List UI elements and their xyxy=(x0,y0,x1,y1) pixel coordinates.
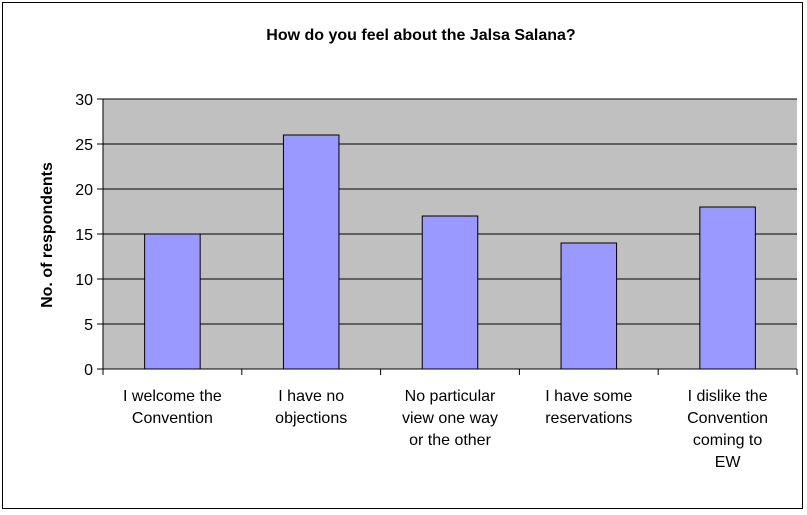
x-tick-label: I welcome the Convention xyxy=(123,388,222,427)
bar xyxy=(560,242,618,370)
y-tick-label: 5 xyxy=(84,317,93,334)
y-axis-label: No. of respondents xyxy=(39,162,56,308)
x-tick-label: I have some reservations xyxy=(545,388,632,427)
plot-area: 0 5 10 15 20 25 30 I welcome the Convention I hav… xyxy=(75,92,798,471)
bar xyxy=(421,215,479,370)
y-tick-label: 10 xyxy=(75,272,93,289)
chart-title: How do you feel about the Jalsa Salana? xyxy=(266,27,575,44)
y-tick-label: 0 xyxy=(84,362,93,379)
bar xyxy=(282,134,340,370)
bar-chart: How do you feel about the Jalsa Salana? … xyxy=(39,27,798,471)
x-tick-label: I have no objections xyxy=(275,388,347,427)
y-tick-label: 20 xyxy=(75,182,93,199)
x-tick-label: I dislike the Convention coming to EW xyxy=(687,388,768,471)
y-tick-label: 30 xyxy=(75,92,93,109)
x-tick-label: No particular view one way or the other xyxy=(402,388,498,449)
bar xyxy=(144,233,201,370)
bar xyxy=(699,206,756,370)
chart-frame: How do you feel about the Jalsa Salana? … xyxy=(2,2,803,509)
y-tick-label: 15 xyxy=(75,227,93,244)
y-tick-label: 25 xyxy=(75,137,93,154)
